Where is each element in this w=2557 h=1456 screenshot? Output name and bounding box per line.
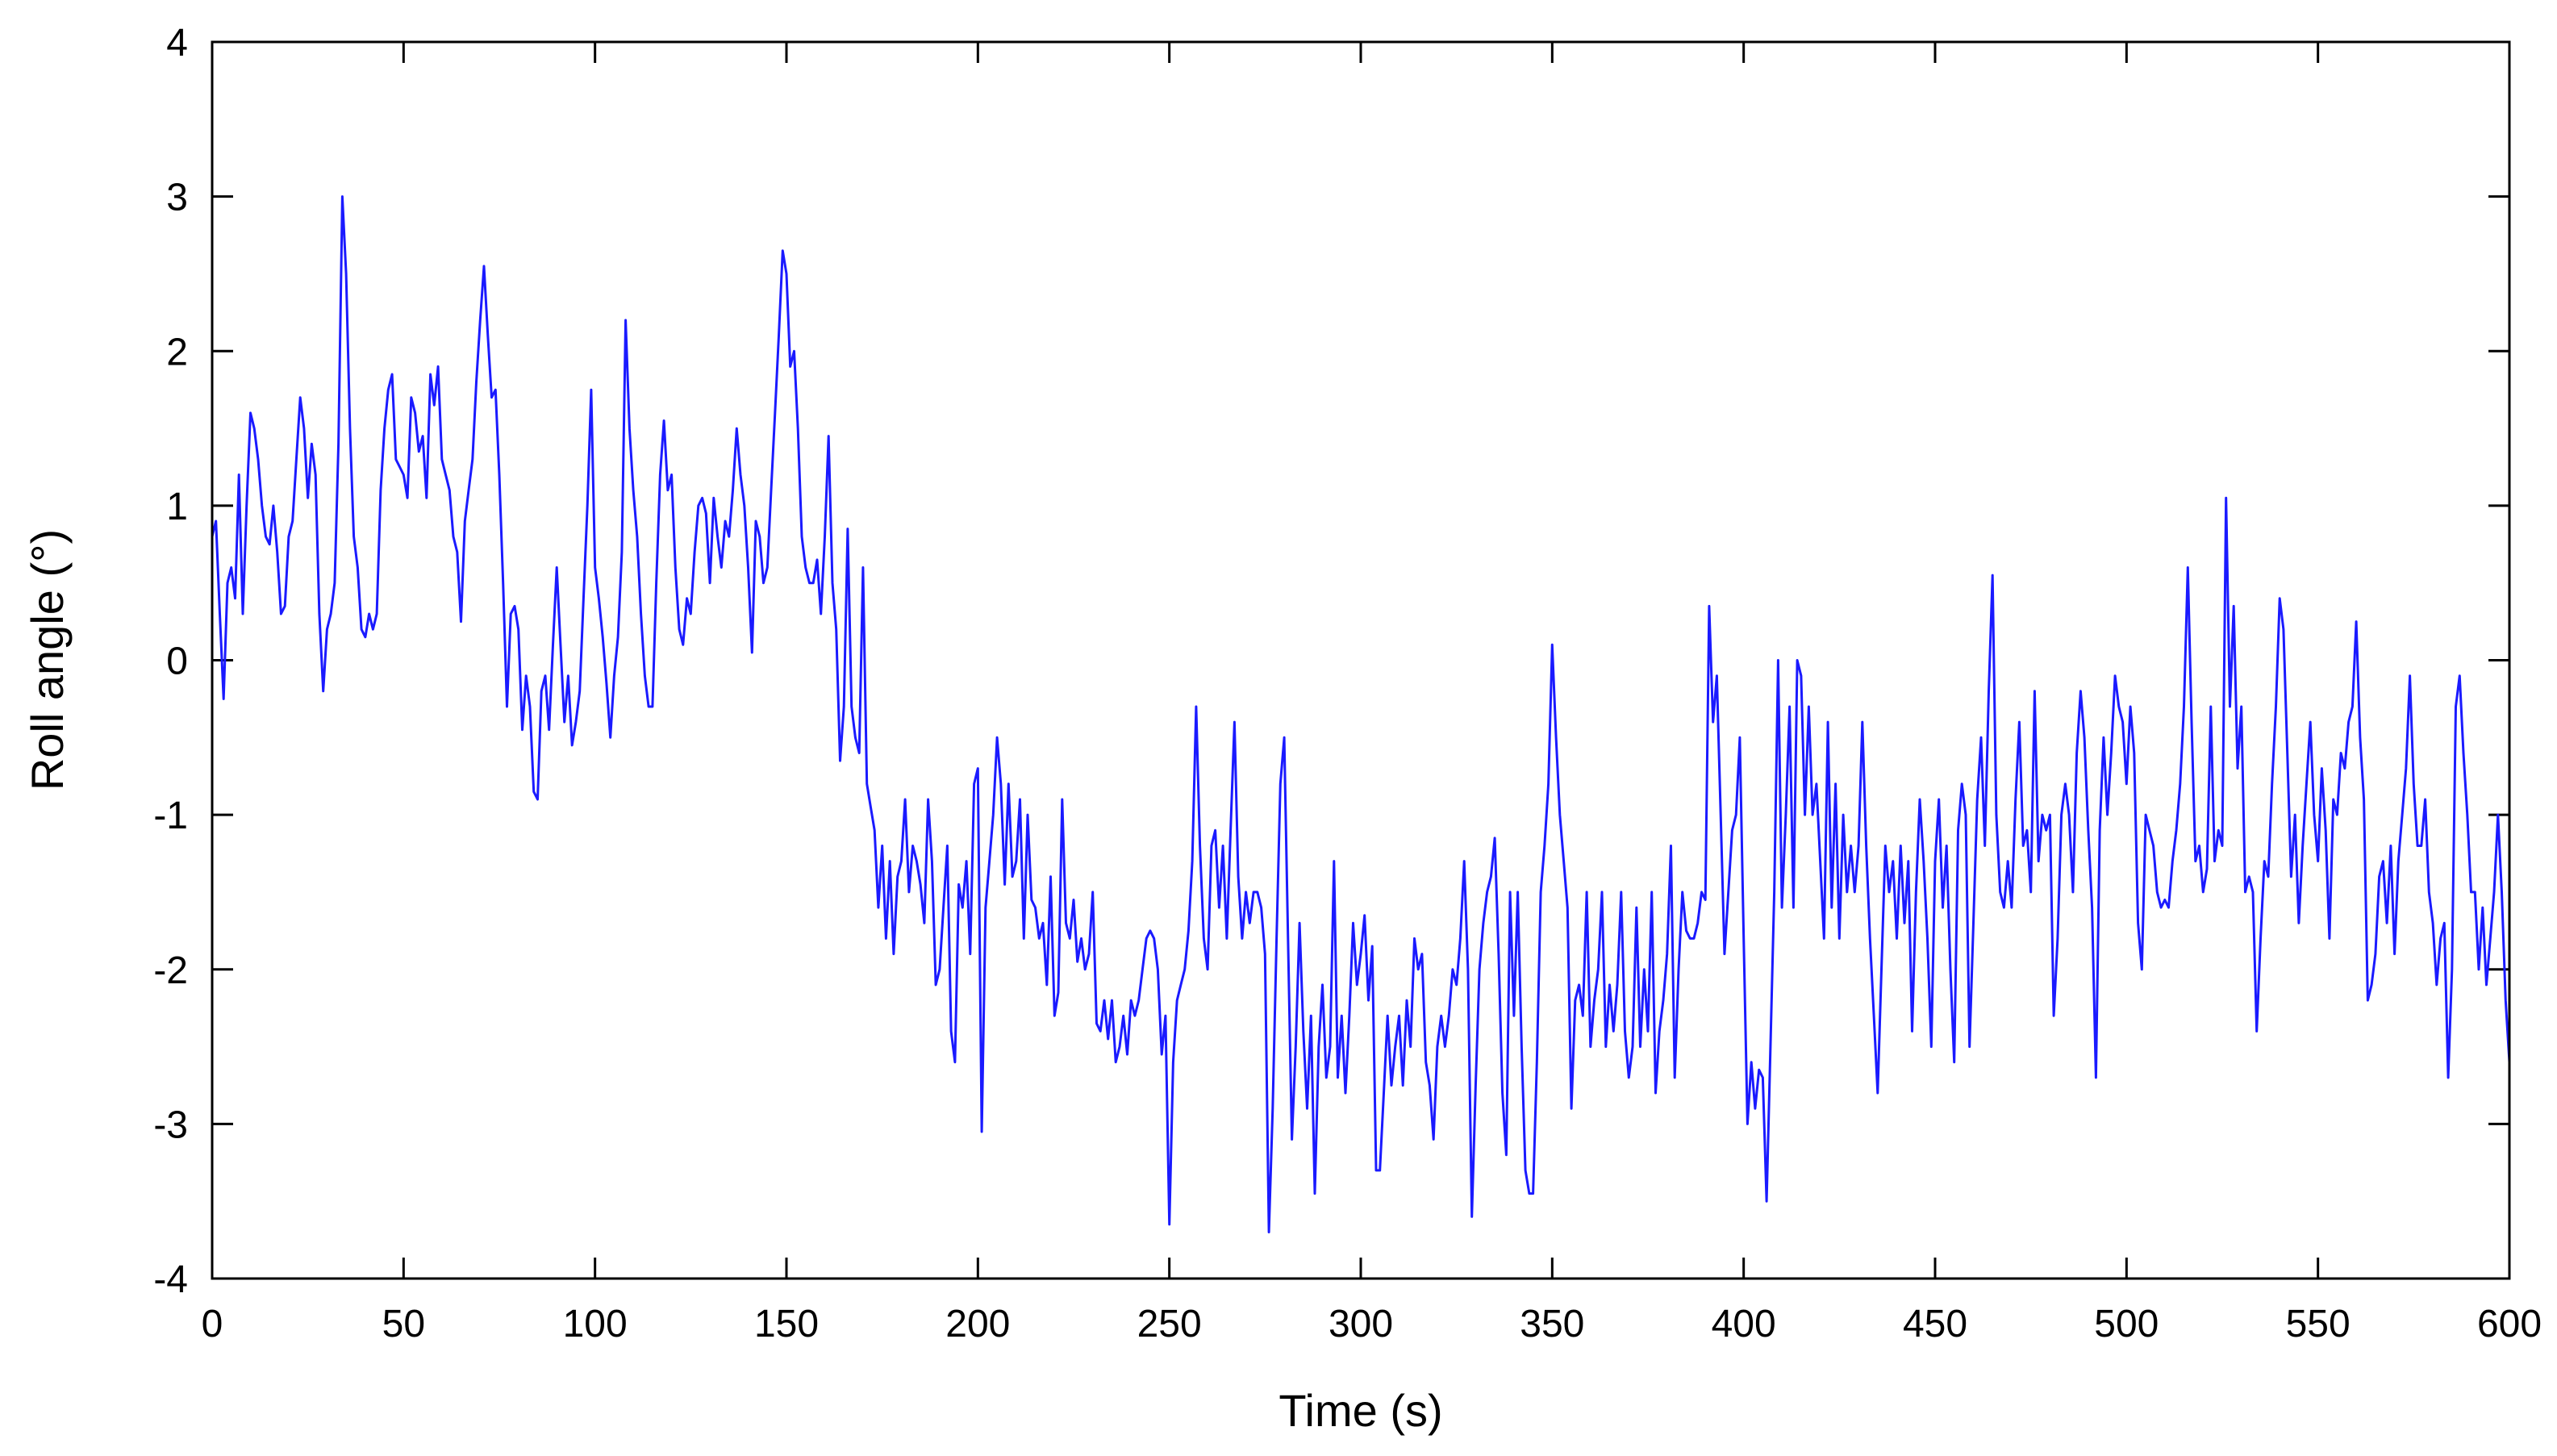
x-tick-label: 550: [2286, 1303, 2351, 1345]
x-tick-label: 400: [1712, 1303, 1776, 1345]
y-tick-label: -1: [153, 795, 188, 837]
x-tick-label: 500: [2094, 1303, 2159, 1345]
x-tick-label: 450: [1903, 1303, 1967, 1345]
y-tick-label: 0: [166, 640, 188, 683]
x-axis: 0 50 100 150 200 250 300 350 400 450 500 550 600: [202, 42, 2542, 1345]
y-tick-label: -4: [153, 1258, 188, 1301]
y-tick-label: -3: [153, 1103, 188, 1146]
x-axis-title: Time (s): [1278, 1385, 1442, 1436]
y-tick-label: 2: [166, 331, 188, 373]
y-tick-label: 1: [166, 486, 188, 528]
y-axis-title: Roll angle (°): [22, 529, 73, 791]
x-tick-label: 0: [202, 1303, 223, 1345]
x-tick-label: 100: [563, 1303, 628, 1345]
x-tick-label: 600: [2477, 1303, 2542, 1345]
x-tick-label: 300: [1329, 1303, 1393, 1345]
x-tick-label: 50: [382, 1303, 425, 1345]
y-tick-label: 4: [166, 22, 188, 65]
roll-angle-series-line: [211, 195, 2511, 1233]
x-tick-label: 250: [1137, 1303, 1202, 1345]
x-tick-label: 150: [754, 1303, 819, 1345]
y-tick-label: -2: [153, 949, 188, 992]
plot-area: [211, 195, 2511, 1233]
plot-frame: [211, 40, 2511, 1280]
x-tick-label: 350: [1520, 1303, 1584, 1345]
y-tick-label: 3: [166, 177, 188, 219]
y-axis: -4 -3 -2 -1 0 1 2 3 4: [153, 22, 2509, 1301]
x-tick-label: 200: [945, 1303, 1010, 1345]
